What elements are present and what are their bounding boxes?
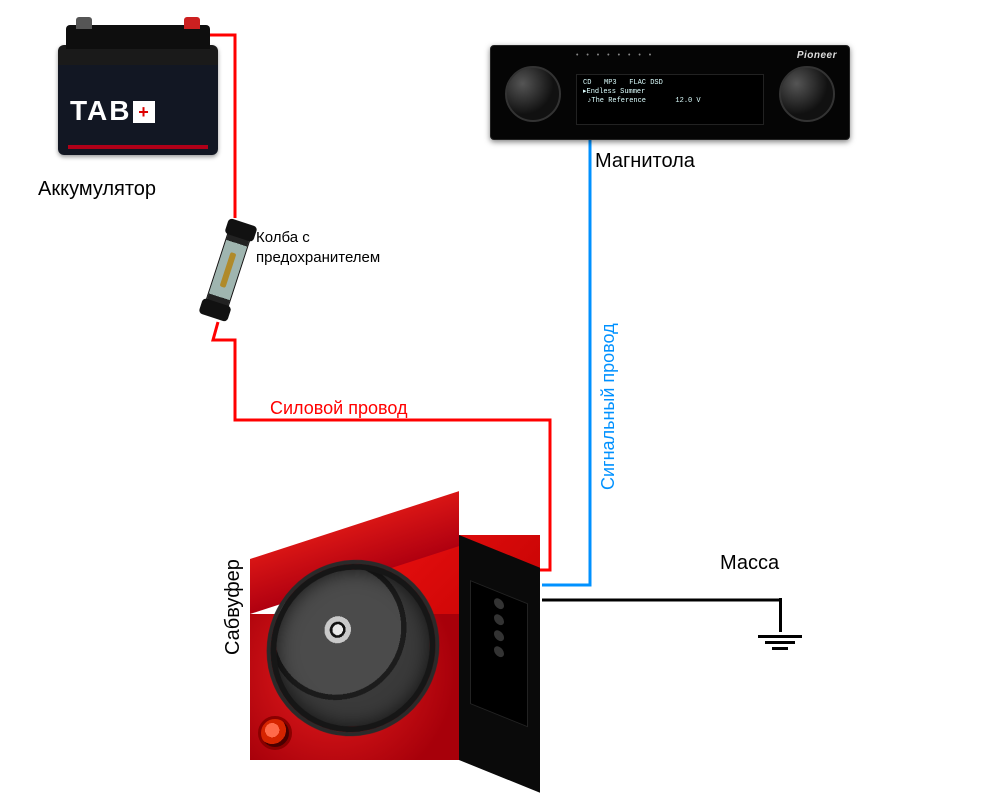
ground-symbol-icon (758, 598, 802, 650)
signal-wire (542, 140, 590, 585)
amplifier-panel-icon (470, 580, 528, 727)
fuse-holder (203, 223, 254, 316)
battery-neg-terminal (76, 17, 92, 29)
subwoofer-label: Сабвуфер (222, 495, 245, 655)
ground-label: Масса (720, 552, 779, 575)
battery: TAB+ (58, 45, 218, 155)
battery-brand: TAB+ (70, 95, 155, 127)
volume-knob-icon (505, 66, 561, 122)
headunit-buttons-row: • • • • • • • • (576, 52, 654, 59)
headunit-label: Магнитола (595, 150, 695, 173)
signal-wire-label: Сигнальный провод (598, 260, 619, 490)
headunit-display: CD MP3 FLAC DSD ▸Endless Summer ♪The Ref… (576, 74, 764, 125)
tune-knob-icon (779, 66, 835, 122)
battery-label: Аккумулятор (38, 178, 156, 201)
head-unit: Pioneer • • • • • • • • CD MP3 FLAC DSD … (490, 45, 850, 140)
power-wire-label: Силовой провод (270, 398, 407, 419)
subwoofer (250, 535, 540, 760)
fuse-label: Колба с предохранителем (256, 228, 380, 269)
bass-port-icon (258, 716, 292, 750)
headunit-brand: Pioneer (797, 50, 837, 61)
battery-pos-terminal (184, 17, 200, 29)
